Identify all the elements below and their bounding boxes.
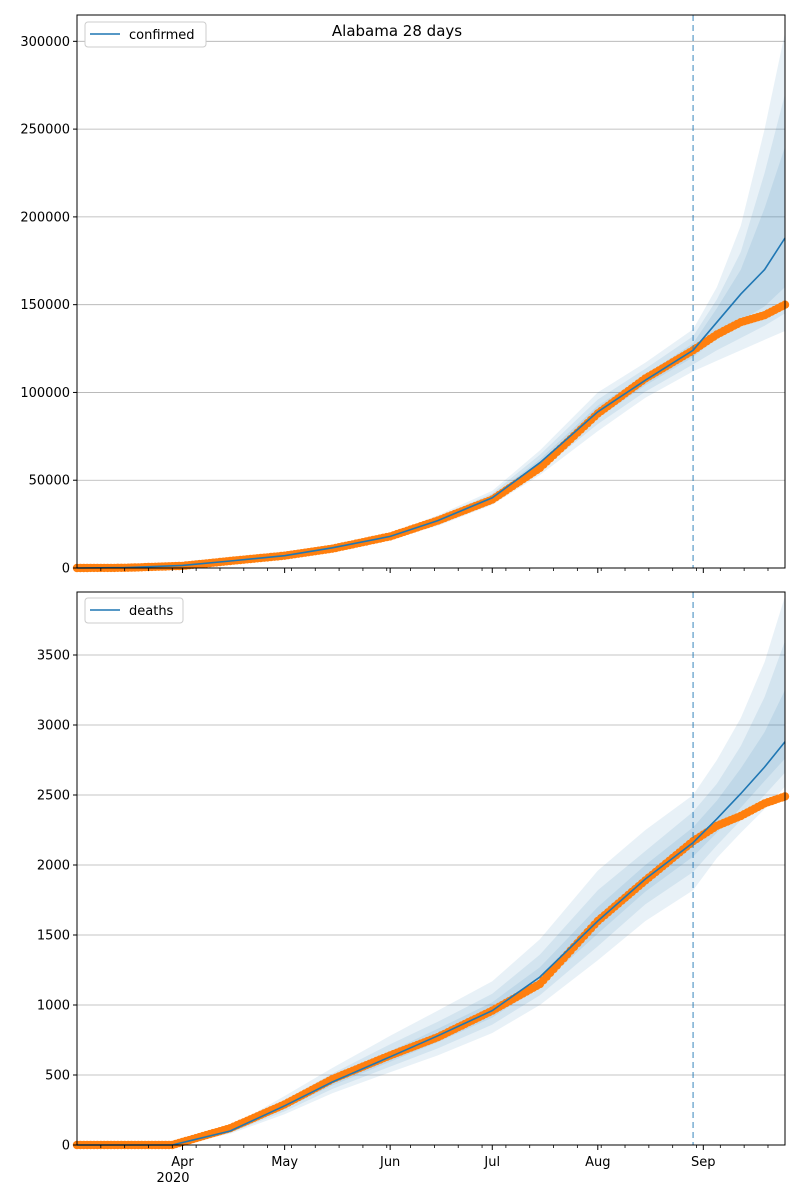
deaths-model-line-path — [77, 741, 786, 1146]
deaths-axes-frame — [76, 591, 786, 1146]
deaths-legend: deaths — [84, 597, 184, 624]
confirmed-y-ticks: 0 50000 100000 150000 200000 250000 300000 — [20, 35, 77, 577]
confirmed-legend-label: confirmed — [129, 28, 195, 43]
deaths-y-tick-label: 2000 — [37, 859, 70, 874]
deaths-y-tick-label: 2500 — [37, 789, 70, 804]
x-axis-year-label: 2020 — [156, 1171, 189, 1186]
confirmed-y-tick-label: 150000 — [20, 298, 70, 313]
confirmed-legend-box — [84, 21, 207, 48]
deaths-y-ticks: 0 500 1000 1500 2000 2500 3000 3500 — [37, 649, 77, 1154]
confirmed-band-1 — [77, 32, 785, 569]
x-tick-label: May — [271, 1155, 298, 1170]
deaths-band-3 — [77, 690, 785, 1145]
deaths-uncertainty-bands — [77, 596, 785, 1145]
deaths-band-2 — [77, 641, 785, 1145]
confirmed-model-line-path — [76, 237, 786, 569]
deaths-panel: 0 500 1000 1500 2000 2500 3000 3500 deaths — [37, 591, 790, 1154]
x-tick-label: Jun — [379, 1155, 400, 1170]
x-tick-label: Apr — [171, 1155, 194, 1170]
deaths-observed-points — [72, 792, 790, 1150]
deaths-y-tick-label: 3500 — [37, 649, 70, 664]
deaths-legend-box — [84, 597, 184, 624]
confirmed-axes-frame — [76, 14, 786, 569]
deaths-band-1 — [77, 596, 785, 1145]
confirmed-y-tick-label: 0 — [62, 562, 70, 577]
confirmed-band-2 — [77, 94, 785, 568]
x-axis-labels: Apr May Jun Jul Aug Sep — [171, 1155, 715, 1170]
confirmed-model-line — [76, 237, 786, 569]
x-tick-label: Jul — [483, 1155, 500, 1170]
confirmed-y-tick-label: 50000 — [29, 474, 70, 489]
deaths-y-tick-label: 1500 — [37, 929, 70, 944]
confirmed-y-tick-label: 300000 — [20, 35, 70, 50]
confirmed-uncertainty-bands — [77, 32, 785, 569]
figure-title: Alabama 28 days — [332, 22, 462, 40]
x-tick-label: Sep — [691, 1155, 716, 1170]
deaths-model-line — [77, 741, 786, 1146]
deaths-gridlines — [77, 654, 785, 1146]
confirmed-panel: 0 50000 100000 150000 200000 250000 300000 con… — [20, 14, 790, 577]
deaths-y-tick-label: 0 — [62, 1139, 70, 1154]
confirmed-x-ticks — [100, 568, 769, 573]
deaths-x-ticks — [100, 1145, 769, 1150]
deaths-legend-label: deaths — [129, 604, 174, 619]
deaths-y-tick-label: 3000 — [37, 719, 70, 734]
confirmed-gridlines — [77, 40, 785, 569]
confirmed-y-tick-label: 200000 — [20, 210, 70, 225]
deaths-y-tick-label: 1000 — [37, 999, 70, 1014]
confirmed-legend: confirmed — [84, 21, 207, 48]
x-tick-label: Aug — [585, 1155, 610, 1170]
deaths-y-tick-label: 500 — [45, 1069, 70, 1084]
confirmed-y-tick-label: 100000 — [20, 386, 70, 401]
confirmed-y-tick-label: 250000 — [20, 123, 70, 138]
